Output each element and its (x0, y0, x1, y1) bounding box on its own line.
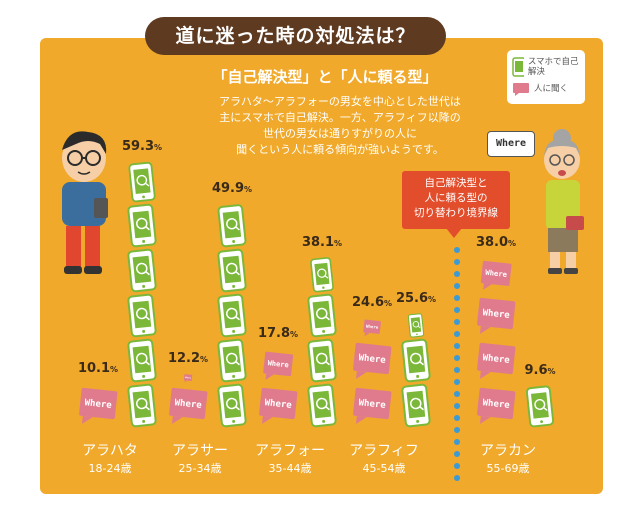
phone-icon (307, 293, 337, 338)
callout-pointer (446, 228, 462, 238)
phone-icon (217, 204, 247, 248)
callout-line: 切り替わり境界線 (414, 207, 498, 219)
phone-icon (401, 338, 431, 383)
category-label: アラハタ (82, 443, 138, 459)
value-label: 10.1% (77, 360, 119, 376)
svg-text:Where: Where (358, 398, 387, 411)
phone-icon (401, 383, 431, 428)
where-bubble-icon: Where (363, 319, 381, 337)
svg-text:Where: Where (267, 358, 289, 369)
svg-text:Where: Where (185, 377, 192, 380)
category-age-range: 45-54歳 (362, 462, 406, 475)
value-label: 49.9% (211, 181, 253, 197)
category-label: アラカン (480, 443, 536, 459)
svg-text:Where: Where (482, 398, 511, 411)
legend-item-phone: スマホで自己解決 (512, 57, 585, 77)
value-label: 25.6% (395, 290, 437, 306)
boundary-line (454, 247, 460, 481)
where-bubble-icon: Where (477, 342, 516, 379)
where-bubble-icon: Where (353, 387, 392, 424)
phone-icon (512, 57, 524, 77)
description-line: アラハタ〜アラフォーの男女を中心とした世代は (219, 95, 461, 108)
callout-line: 自己解決型と (424, 177, 488, 189)
phone-icon (127, 338, 157, 383)
boundary-callout: 自己解決型と 人に頼る型の 切り替わり境界線 (402, 171, 510, 229)
phone-icon (128, 161, 156, 203)
description-line: 世代の男女は通りすがりの人に (263, 127, 417, 140)
value-label: 12.2% (167, 351, 209, 367)
phone-icon (307, 383, 337, 428)
phone-icon (217, 248, 247, 293)
value-label: 9.6% (524, 362, 556, 378)
category-age-range: 35-44歳 (268, 462, 312, 475)
value-label: 38.1% (301, 234, 343, 250)
phone-icon (127, 248, 157, 293)
phone-icon (127, 203, 157, 248)
where-bubble-icon (513, 83, 529, 96)
category-label: アラサー (172, 443, 228, 459)
value-label: 17.8% (257, 325, 299, 341)
where-bubble-icon: Where (477, 387, 516, 424)
phone-icon (407, 313, 425, 338)
svg-text:Where: Where (482, 308, 511, 321)
svg-text:Where: Where (485, 268, 508, 279)
where-speech-bubble: Where (487, 131, 535, 157)
chart-subtitle: 「自己解決型」と「人に頼る型」 (212, 68, 438, 86)
where-bubble-icon: Where (79, 387, 118, 424)
elderly-woman-illustration (544, 129, 584, 274)
value-label: 59.3% (121, 139, 163, 155)
legend: スマホで自己解決 人に聞く (507, 50, 585, 104)
where-bubble-icon: Where (263, 351, 294, 380)
where-bubble-icon: Where (169, 387, 208, 424)
svg-text:Where: Where (366, 323, 379, 329)
where-bubble-icon: Where (353, 342, 392, 379)
svg-text:Where: Where (174, 398, 203, 411)
svg-text:Where: Where (84, 398, 113, 411)
page-title: 道に迷った時の対処法は？ (145, 17, 446, 55)
value-label: 24.6% (351, 295, 393, 311)
where-bubble-icon: Where (183, 374, 193, 383)
category-label: アラフィフ (349, 443, 419, 459)
category-age-range: 18-24歳 (88, 462, 132, 475)
phone-icon (307, 338, 337, 383)
description-line: 聞くという人に頼る傾向が強いようです。 (236, 143, 444, 156)
phone-icon (127, 293, 157, 338)
svg-text:Where: Where (264, 398, 293, 411)
where-bubble-icon: Where (480, 260, 512, 290)
value-label: 38.0% (475, 235, 517, 250)
phone-icon (310, 257, 334, 293)
category-age-range: 55-69歳 (486, 462, 530, 475)
callout-line: 人に頼る型の (424, 192, 488, 204)
phone-icon (217, 383, 247, 428)
category-label: アラフォー (255, 443, 325, 459)
svg-text:Where: Where (482, 353, 511, 366)
phone-icon (217, 293, 247, 338)
description-line: 主にスマホで自己解決。一方、アラフィフ以降の (219, 111, 461, 124)
legend-label: スマホで自己解決 (527, 57, 579, 77)
phone-icon (525, 385, 555, 428)
young-man-illustration (62, 131, 108, 274)
phone-icon (127, 383, 157, 428)
legend-item-bubble: 人に聞く (512, 82, 568, 96)
category-age-range: 25-34歳 (178, 462, 222, 475)
where-bubble-icon: Where (259, 387, 298, 424)
legend-label: 人に聞く (534, 84, 569, 94)
where-bubble-icon: Where (477, 297, 516, 334)
description: アラハタ〜アラフォーの男女を中心とした世代は 主にスマホで自己解決。一方、アラフ… (190, 94, 490, 158)
svg-text:Where: Where (358, 353, 387, 366)
phone-icon (217, 338, 247, 383)
